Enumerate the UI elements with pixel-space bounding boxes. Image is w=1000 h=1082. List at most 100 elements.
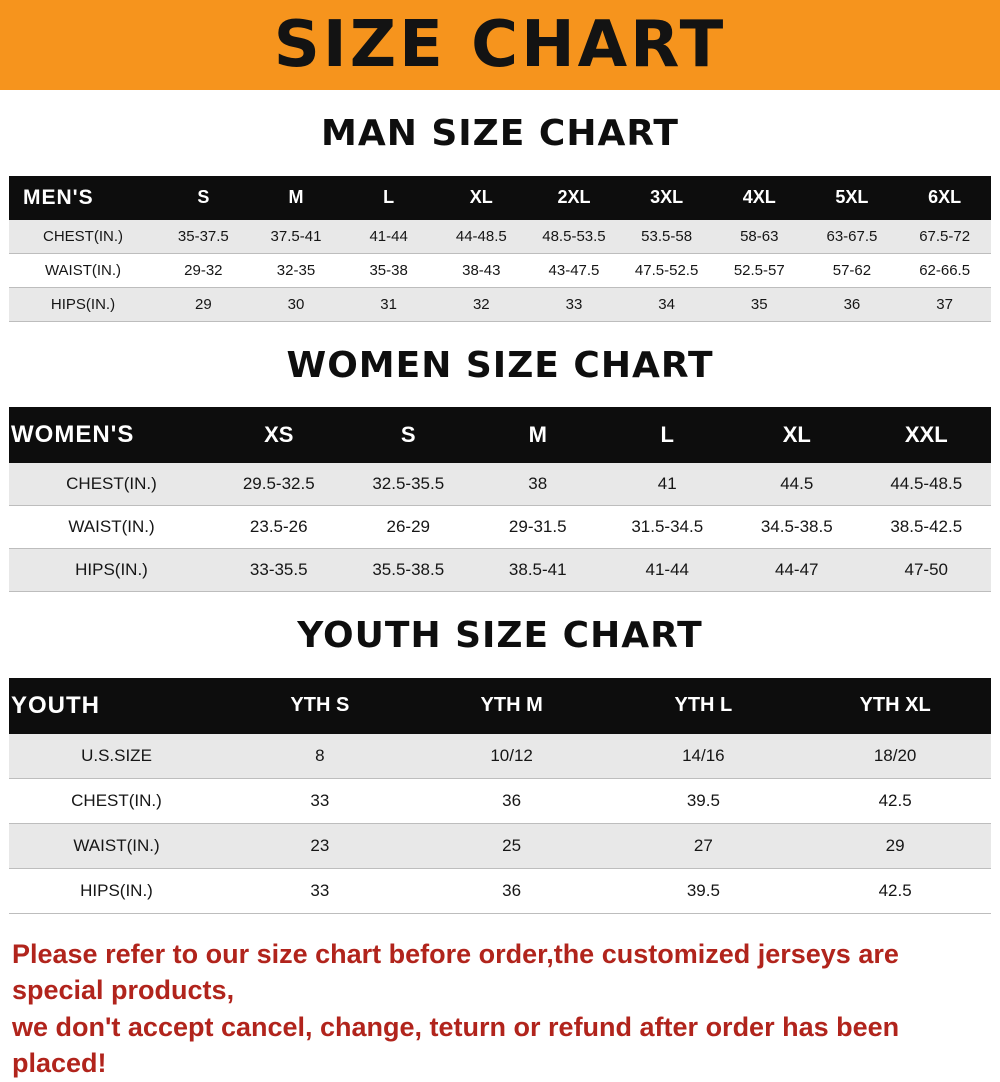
table-header-row: MEN'S S M L XL 2XL 3XL 4XL 5XL 6XL xyxy=(9,175,991,220)
table-row: HIPS(IN.) 29 30 31 32 33 34 35 36 37 xyxy=(9,287,991,322)
table-cell: 23 xyxy=(224,823,416,869)
table-row: CHEST(IN.) 33 36 39.5 42.5 xyxy=(9,778,991,824)
table-cell: 32.5-35.5 xyxy=(343,463,473,507)
table-cell: 39.5 xyxy=(607,778,800,824)
table-cell: 29-31.5 xyxy=(473,505,603,550)
table-cell: 63-67.5 xyxy=(805,219,899,254)
table-row: U.S.SIZE 8 10/12 14/16 18/20 xyxy=(9,733,991,779)
table-cell: 34 xyxy=(620,287,713,322)
table-cell: 44.5-48.5 xyxy=(861,463,991,507)
table-cell: 33 xyxy=(224,868,416,914)
row-label: WAIST(IN.) xyxy=(9,505,214,550)
table-cell: 39.5 xyxy=(607,868,800,914)
table-cell: 57-62 xyxy=(805,253,899,288)
men-size-table: MEN'S S M L XL 2XL 3XL 4XL 5XL 6XL CHEST(IN.) 35-37… xyxy=(9,175,991,322)
table-cell: 41-44 xyxy=(342,219,435,254)
table-row: WAIST(IN.) 29-32 32-35 35-38 38-43 43-47.5 47.… xyxy=(9,253,991,288)
row-label: WAIST(IN.) xyxy=(9,253,157,288)
row-label: HIPS(IN.) xyxy=(9,548,214,593)
table-cell: 42.5 xyxy=(799,778,991,824)
table-row: WAIST(IN.) 23 25 27 29 xyxy=(9,823,991,869)
table-cell: 18/20 xyxy=(799,733,991,779)
table-row: HIPS(IN.) 33 36 39.5 42.5 xyxy=(9,868,991,914)
table-cell: 23.5-26 xyxy=(214,505,344,550)
youth-size-table: YOUTH YTH S YTH M YTH L YTH XL U.S.SIZE 8 10/12… xyxy=(9,677,991,914)
page-title: SIZE CHART xyxy=(273,8,727,82)
table-cell: 43-47.5 xyxy=(527,253,621,288)
table-cell: 41 xyxy=(602,463,732,507)
column-header: XXL xyxy=(861,407,991,464)
column-header: L xyxy=(342,175,435,220)
top-banner: SIZE CHART xyxy=(0,0,1000,90)
table-cell: 29 xyxy=(799,823,991,869)
row-label: HIPS(IN.) xyxy=(9,287,157,322)
table-cell: 33 xyxy=(224,778,416,824)
table-cell: 35.5-38.5 xyxy=(343,548,473,593)
table-row: CHEST(IN.) 29.5-32.5 32.5-35.5 38 41 44.5 44.5… xyxy=(9,463,991,507)
column-header: MEN'S xyxy=(9,175,157,220)
column-header: YTH M xyxy=(415,677,608,734)
table-cell: 29.5-32.5 xyxy=(214,463,344,507)
column-header: M xyxy=(249,175,343,220)
table-header-row: YOUTH YTH S YTH M YTH L YTH XL xyxy=(9,677,991,734)
table-cell: 25 xyxy=(415,823,608,869)
column-header: YTH L xyxy=(607,677,800,734)
table-cell: 33-35.5 xyxy=(214,548,344,593)
table-cell: 47-50 xyxy=(861,548,991,593)
table-cell: 27 xyxy=(607,823,800,869)
table-cell: 36 xyxy=(415,868,608,914)
table-cell: 38 xyxy=(473,463,603,507)
column-header: YTH S xyxy=(224,677,416,734)
table-cell: 36 xyxy=(805,287,899,322)
column-header: WOMEN'S xyxy=(9,407,214,464)
table-cell: 62-66.5 xyxy=(898,253,991,288)
column-header: 6XL xyxy=(898,175,991,220)
table-cell: 37.5-41 xyxy=(249,219,343,254)
table-cell: 33 xyxy=(527,287,621,322)
column-header: YOUTH xyxy=(9,677,224,734)
column-header: M xyxy=(473,407,603,464)
table-cell: 44.5 xyxy=(732,463,862,507)
table-cell: 53.5-58 xyxy=(620,219,713,254)
table-cell: 52.5-57 xyxy=(712,253,806,288)
table-cell: 35-38 xyxy=(342,253,435,288)
table-cell: 26-29 xyxy=(343,505,473,550)
column-header: L xyxy=(602,407,732,464)
table-cell: 34.5-38.5 xyxy=(732,505,862,550)
table-cell: 44-48.5 xyxy=(434,219,528,254)
disclaimer-line-1: Please refer to our size chart before or… xyxy=(12,938,899,1006)
row-label: CHEST(IN.) xyxy=(9,778,224,824)
row-label: CHEST(IN.) xyxy=(9,219,157,254)
table-header-row: WOMEN'S XS S M L XL XXL xyxy=(9,407,991,464)
column-header: S xyxy=(343,407,473,464)
table-cell: 8 xyxy=(224,733,416,779)
table-cell: 44-47 xyxy=(732,548,862,593)
table-cell: 38.5-41 xyxy=(473,548,603,593)
table-cell: 10/12 xyxy=(415,733,608,779)
disclaimer-line-2: we don't accept cancel, change, teturn o… xyxy=(12,1011,900,1079)
women-size-table: WOMEN'S XS S M L XL XXL CHEST(IN.) 29.5-32.5 32.5… xyxy=(9,407,991,593)
table-cell: 31.5-34.5 xyxy=(602,505,732,550)
table-cell: 47.5-52.5 xyxy=(620,253,713,288)
table-cell: 35-37.5 xyxy=(157,219,250,254)
table-cell: 38.5-42.5 xyxy=(861,505,991,550)
column-header: 4XL xyxy=(712,175,806,220)
section-heading-youth: YOUTH SIZE CHART xyxy=(297,615,703,657)
table-row: WAIST(IN.) 23.5-26 26-29 29-31.5 31.5-34.5 34… xyxy=(9,505,991,550)
table-row: CHEST(IN.) 35-37.5 37.5-41 41-44 44-48.5 48.5… xyxy=(9,219,991,254)
column-header: YTH XL xyxy=(799,677,991,734)
table-cell: 41-44 xyxy=(602,548,732,593)
column-header: XS xyxy=(214,407,344,464)
table-cell: 32 xyxy=(434,287,528,322)
table-cell: 38-43 xyxy=(434,253,528,288)
table-cell: 42.5 xyxy=(799,868,991,914)
table-cell: 35 xyxy=(712,287,806,322)
table-cell: 67.5-72 xyxy=(898,219,991,254)
row-label: WAIST(IN.) xyxy=(9,823,224,869)
row-label: CHEST(IN.) xyxy=(9,463,214,507)
column-header: S xyxy=(157,175,250,220)
column-header: 3XL xyxy=(620,175,713,220)
table-cell: 36 xyxy=(415,778,608,824)
row-label: U.S.SIZE xyxy=(9,733,224,779)
table-row: HIPS(IN.) 33-35.5 35.5-38.5 38.5-41 41-44 44-… xyxy=(9,548,991,593)
